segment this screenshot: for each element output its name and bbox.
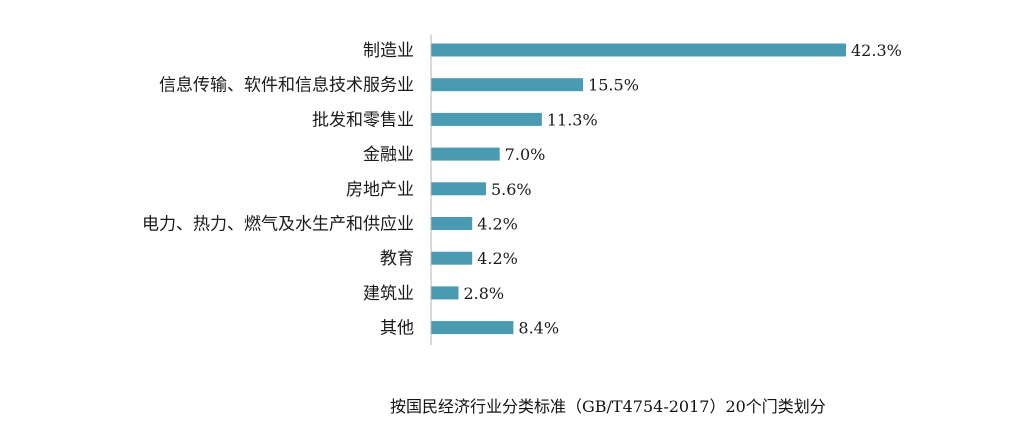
bar <box>431 43 846 57</box>
bar <box>431 217 473 230</box>
value-label: 7.0% <box>505 145 546 164</box>
category-label: 建筑业 <box>363 284 414 304</box>
value-label: 2.8% <box>463 284 504 303</box>
category-label: 制造业 <box>363 41 414 61</box>
value-label: 5.6% <box>491 180 532 199</box>
bar <box>431 286 459 300</box>
bars <box>431 43 846 335</box>
bar <box>431 78 584 92</box>
category-labels: 制造业信息传输、软件和信息技术服务业批发和零售业金融业房地产业电力、热力、燃气及… <box>142 41 414 339</box>
value-label: 8.4% <box>518 319 559 338</box>
value-label: 4.2% <box>477 249 518 268</box>
value-label: 11.3% <box>547 110 598 129</box>
bar <box>431 321 514 335</box>
bar <box>431 251 473 265</box>
category-label: 房地产业 <box>346 180 414 200</box>
bar <box>431 147 500 161</box>
category-label: 其他 <box>380 319 414 339</box>
value-label: 15.5% <box>588 76 639 95</box>
category-label: 电力、热力、燃气及水生产和供应业 <box>142 215 414 235</box>
category-label: 金融业 <box>363 145 414 165</box>
chart-note: 按国民经济行业分类标准（GB/T4754-2017）20个门类划分 <box>390 397 826 416</box>
value-label: 42.3% <box>851 41 902 60</box>
category-label: 信息传输、软件和信息技术服务业 <box>159 76 414 96</box>
bar <box>431 112 542 126</box>
value-labels: 42.3% 15.5% 11.3%7.0% 5.6% 4.2% 4.2% 2.8% 8.4% <box>463 41 901 338</box>
category-label: 批发和零售业 <box>312 110 414 130</box>
value-label: 4.2% <box>477 215 518 234</box>
category-label: 教育 <box>380 249 414 269</box>
bar <box>431 182 486 196</box>
